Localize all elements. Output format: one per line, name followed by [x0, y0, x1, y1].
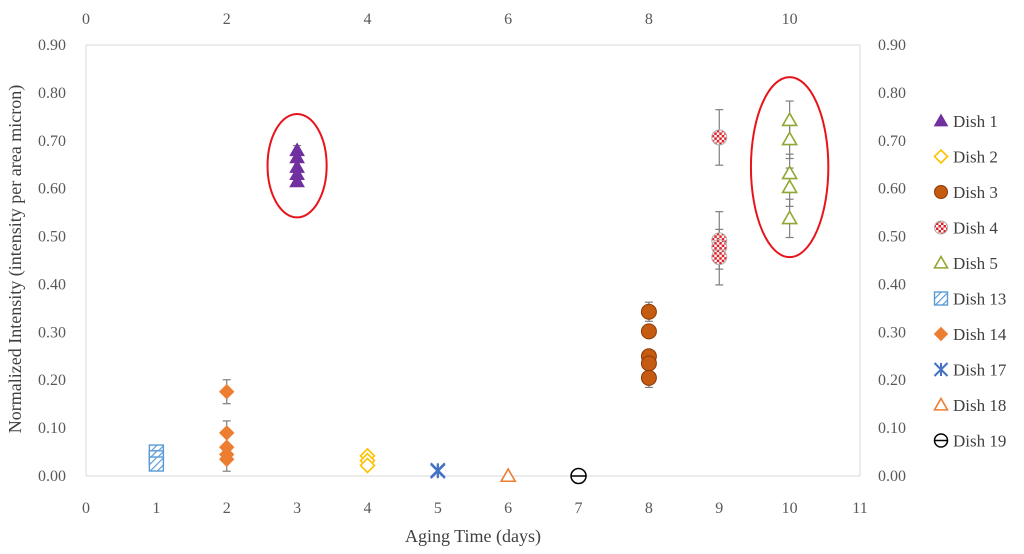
- data-point: [499, 467, 517, 483]
- legend-item: Dish 3: [934, 183, 998, 202]
- data-point: [219, 384, 235, 400]
- x-tick-label: 0: [82, 500, 90, 517]
- data-point: [148, 456, 165, 472]
- y2-tick-label: 0.00: [878, 468, 906, 485]
- data-point: [640, 303, 657, 320]
- legend-marker: [934, 185, 948, 199]
- x2-tick-label: 6: [504, 11, 512, 28]
- y2-tick-label: 0.90: [878, 37, 906, 54]
- legend-marker: [933, 291, 949, 306]
- data-point: [289, 173, 305, 188]
- y-tick-label: 0.60: [38, 181, 66, 198]
- legend-item: Dish 2: [933, 148, 998, 167]
- y2-tick-label: 0.80: [878, 85, 906, 102]
- data-point: [359, 457, 376, 474]
- x2-tick-label: 4: [363, 11, 371, 28]
- data-point: [781, 178, 799, 194]
- legend-item: Dish 1: [933, 112, 998, 131]
- y2-tick-label: 0.30: [878, 324, 906, 341]
- legend-marker: [933, 362, 949, 377]
- y2-tick-label: 0.10: [878, 420, 906, 437]
- y2-tick-label: 0.50: [878, 229, 906, 246]
- x2-tick-label: 2: [223, 11, 231, 28]
- marker-layer: [148, 111, 799, 485]
- legend-label: Dish 13: [953, 290, 1006, 309]
- legend-label: Dish 2: [953, 148, 998, 167]
- y2-tick-label: 0.60: [878, 181, 906, 198]
- x-tick-label: 5: [434, 500, 442, 517]
- legend-marker: [933, 254, 949, 269]
- legend-marker: [934, 220, 948, 235]
- legend-item: Dish 13: [933, 290, 1006, 309]
- legend-item: Dish 17: [933, 361, 1007, 380]
- y-tick-label: 0.30: [38, 324, 66, 341]
- y-tick-label: 0.40: [38, 276, 66, 293]
- axes-layer: 0 1 2 3 4 5 6 7 8 9 10 11 0 2 4 6 8 10 0.00 0.00 0.10 0.10 0.2…: [38, 11, 906, 517]
- legend-marker: [933, 113, 949, 127]
- x-tick-label: 2: [223, 500, 231, 517]
- data-point: [781, 209, 799, 225]
- legend-label: Dish 18: [953, 396, 1006, 415]
- x-tick-label: 3: [293, 500, 301, 517]
- x-tick-label: 7: [575, 500, 583, 517]
- highlight-ellipse: [266, 112, 328, 219]
- legend-label: Dish 17: [953, 361, 1007, 380]
- legend-label: Dish 5: [953, 254, 998, 273]
- data-point: [781, 111, 799, 127]
- x-tick-label: 11: [852, 500, 867, 517]
- data-point: [781, 130, 799, 146]
- legend-item: Dish 4: [934, 219, 998, 238]
- annotation-layer: [266, 76, 830, 259]
- legend: Dish 1 Dish 2 Dish 3 Dish 4 Dish 5 Dish 13 Dis…: [933, 112, 1007, 451]
- data-point: [781, 164, 799, 180]
- x2-tick-label: 8: [645, 11, 653, 28]
- legend-marker: [933, 433, 949, 448]
- x-tick-label: 1: [152, 500, 160, 517]
- legend-marker: [933, 148, 949, 165]
- data-point: [640, 323, 657, 340]
- x-tick-label: 9: [715, 500, 723, 517]
- y-tick-label: 0.20: [38, 372, 66, 389]
- y-tick-label: 0.70: [38, 133, 66, 150]
- legend-label: Dish 14: [953, 325, 1007, 344]
- data-point: [711, 249, 728, 266]
- y2-tick-label: 0.70: [878, 133, 906, 150]
- data-point: [640, 369, 657, 386]
- legend-label: Dish 4: [953, 219, 998, 238]
- legend-item: Dish 18: [933, 396, 1006, 415]
- legend-label: Dish 19: [953, 432, 1006, 451]
- y2-tick-label: 0.40: [878, 276, 906, 293]
- legend-item: Dish 19: [933, 432, 1006, 451]
- legend-label: Dish 3: [953, 183, 998, 202]
- data-point: [430, 463, 446, 479]
- x2-tick-label: 0: [82, 11, 90, 28]
- y-tick-label: 0.80: [38, 85, 66, 102]
- y-tick-label: 0.50: [38, 229, 66, 246]
- y-tick-label: 0.10: [38, 420, 66, 437]
- data-point: [711, 129, 728, 146]
- data-point: [640, 355, 657, 372]
- x-tick-label: 6: [504, 500, 512, 517]
- x-tick-label: 10: [782, 500, 798, 517]
- legend-item: Dish 14: [933, 325, 1007, 344]
- data-point: [219, 451, 235, 467]
- x-tick-label: 4: [363, 500, 371, 517]
- highlight-ellipse: [749, 76, 830, 259]
- legend-marker: [933, 326, 949, 342]
- legend-item: Dish 5: [933, 254, 998, 273]
- data-point: [570, 467, 587, 485]
- y-tick-label: 0.90: [38, 37, 66, 54]
- x2-tick-label: 10: [782, 11, 798, 28]
- x-axis-title: Aging Time (days): [405, 526, 541, 547]
- x-tick-label: 8: [645, 500, 653, 517]
- y-tick-label: 0.00: [38, 468, 66, 485]
- errorbar-layer: [222, 100, 794, 472]
- legend-marker: [933, 396, 949, 411]
- data-point: [219, 425, 235, 441]
- y-axis-title: Normalized Intensity (intensity per area…: [5, 85, 26, 433]
- legend-label: Dish 1: [953, 112, 998, 131]
- y2-tick-label: 0.20: [878, 372, 906, 389]
